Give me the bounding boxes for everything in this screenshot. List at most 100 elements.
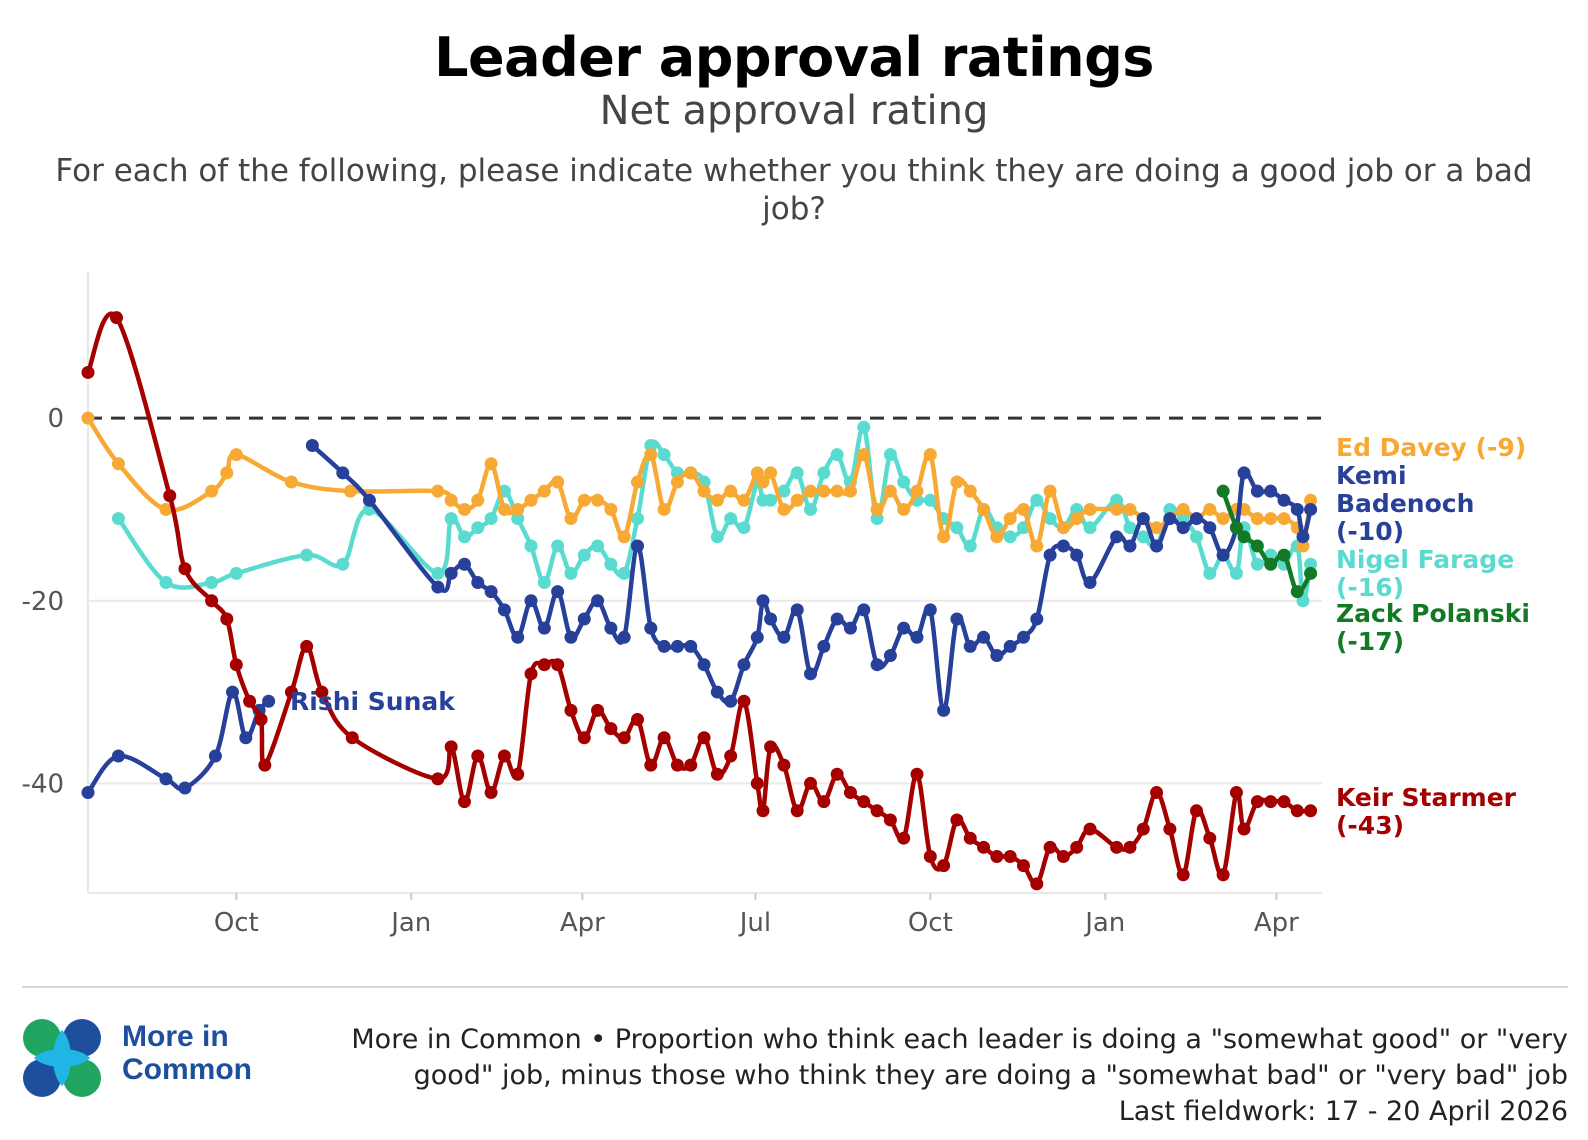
davey-point bbox=[843, 484, 857, 498]
davey-point bbox=[205, 484, 219, 498]
badenoch-point bbox=[1123, 539, 1137, 553]
davey-point bbox=[484, 457, 498, 471]
polanski-end-label: Zack Polanski (-17) bbox=[1336, 599, 1530, 656]
footer-divider bbox=[22, 986, 1568, 988]
sunak-point bbox=[239, 731, 253, 745]
davey-point bbox=[1250, 512, 1264, 526]
starmer-point bbox=[950, 813, 964, 827]
davey-point bbox=[431, 484, 445, 498]
starmer-point bbox=[777, 758, 791, 772]
farage-point bbox=[631, 512, 645, 526]
davey-point bbox=[591, 493, 605, 507]
farage-point bbox=[457, 530, 471, 544]
farage-point bbox=[963, 539, 977, 553]
badenoch-point bbox=[657, 639, 671, 653]
x-tick-label: Apr bbox=[1254, 908, 1299, 938]
farage-point bbox=[1123, 521, 1137, 535]
badenoch-point bbox=[362, 493, 376, 507]
starmer-point bbox=[577, 731, 591, 745]
starmer-point bbox=[670, 758, 684, 772]
farage-point bbox=[471, 521, 485, 535]
badenoch-point bbox=[897, 621, 911, 635]
davey-point bbox=[1030, 539, 1044, 553]
badenoch-point bbox=[1237, 466, 1251, 480]
sunak-point bbox=[208, 749, 222, 763]
badenoch-point bbox=[883, 649, 897, 663]
davey-point bbox=[1277, 512, 1291, 526]
farage-point bbox=[537, 576, 551, 589]
farage-point bbox=[205, 576, 219, 589]
farage-point bbox=[804, 502, 818, 516]
farage-point bbox=[657, 448, 671, 462]
chart-subtitle: Net approval rating bbox=[599, 88, 989, 134]
farage-point bbox=[444, 512, 458, 526]
davey-point bbox=[657, 502, 671, 516]
sunak-point bbox=[159, 772, 173, 786]
starmer-point bbox=[1016, 859, 1030, 873]
farage-point bbox=[1203, 566, 1217, 580]
starmer-point bbox=[1277, 795, 1291, 809]
badenoch-point bbox=[484, 585, 498, 599]
starmer-point bbox=[551, 658, 565, 672]
farage-point bbox=[857, 420, 871, 434]
badenoch-point bbox=[1110, 530, 1124, 544]
y-tick-label: 0 bbox=[47, 404, 64, 434]
farage-point bbox=[111, 512, 125, 526]
badenoch-point bbox=[1150, 539, 1164, 553]
badenoch-point bbox=[431, 580, 445, 594]
logo-circle-bottom-right bbox=[63, 1059, 101, 1097]
farage-point bbox=[484, 512, 498, 526]
farage-point bbox=[604, 557, 618, 571]
starmer-point bbox=[963, 831, 977, 845]
starmer-point bbox=[81, 365, 95, 379]
starmer-point bbox=[178, 562, 192, 576]
badenoch-point bbox=[1296, 530, 1310, 544]
farage-point bbox=[229, 566, 243, 580]
badenoch-point bbox=[1083, 576, 1097, 589]
starmer-point bbox=[910, 767, 924, 781]
badenoch-point bbox=[756, 594, 770, 608]
polanski-point bbox=[1229, 521, 1243, 535]
starmer-point bbox=[1229, 786, 1243, 800]
starmer-point bbox=[345, 731, 359, 745]
polanski-point bbox=[1250, 539, 1264, 553]
badenoch-point bbox=[710, 685, 724, 699]
starmer-end-label: Keir Starmer (-43) bbox=[1336, 783, 1517, 840]
davey-point bbox=[910, 484, 924, 498]
davey-point bbox=[644, 448, 658, 462]
starmer-point bbox=[1176, 868, 1190, 882]
davey-point bbox=[229, 448, 243, 462]
starmer-point bbox=[1136, 822, 1150, 836]
badenoch-point bbox=[1264, 484, 1278, 498]
badenoch-point bbox=[336, 466, 350, 480]
starmer-point bbox=[830, 767, 844, 781]
starmer-point bbox=[591, 703, 605, 717]
farage-point bbox=[870, 512, 884, 526]
badenoch-point bbox=[1030, 612, 1044, 626]
badenoch-point bbox=[457, 557, 471, 571]
davey-point bbox=[697, 484, 711, 498]
davey-point bbox=[631, 475, 645, 489]
series-polanski bbox=[1216, 484, 1318, 599]
badenoch-point bbox=[750, 630, 764, 644]
logo-circle-bottom-left bbox=[23, 1059, 61, 1097]
starmer-point bbox=[817, 795, 831, 809]
starmer-point bbox=[644, 758, 658, 772]
farage-point bbox=[511, 512, 525, 526]
davey-point bbox=[343, 484, 357, 498]
footer-note-line-2: good" job, minus those who think they ar… bbox=[413, 1060, 1568, 1091]
davey-point bbox=[497, 502, 511, 516]
badenoch-point bbox=[551, 585, 565, 599]
farage-point bbox=[764, 493, 778, 507]
davey-point bbox=[1176, 502, 1190, 516]
starmer-point bbox=[254, 712, 268, 726]
davey-point bbox=[790, 493, 804, 507]
badenoch-point bbox=[1190, 512, 1204, 526]
starmer-point bbox=[657, 731, 671, 745]
badenoch-point bbox=[1016, 630, 1030, 644]
badenoch-point bbox=[684, 639, 698, 653]
starmer-point bbox=[897, 831, 911, 845]
logo-circle-top-left bbox=[23, 1019, 61, 1057]
davey-point bbox=[883, 484, 897, 498]
badenoch-point bbox=[857, 603, 871, 617]
